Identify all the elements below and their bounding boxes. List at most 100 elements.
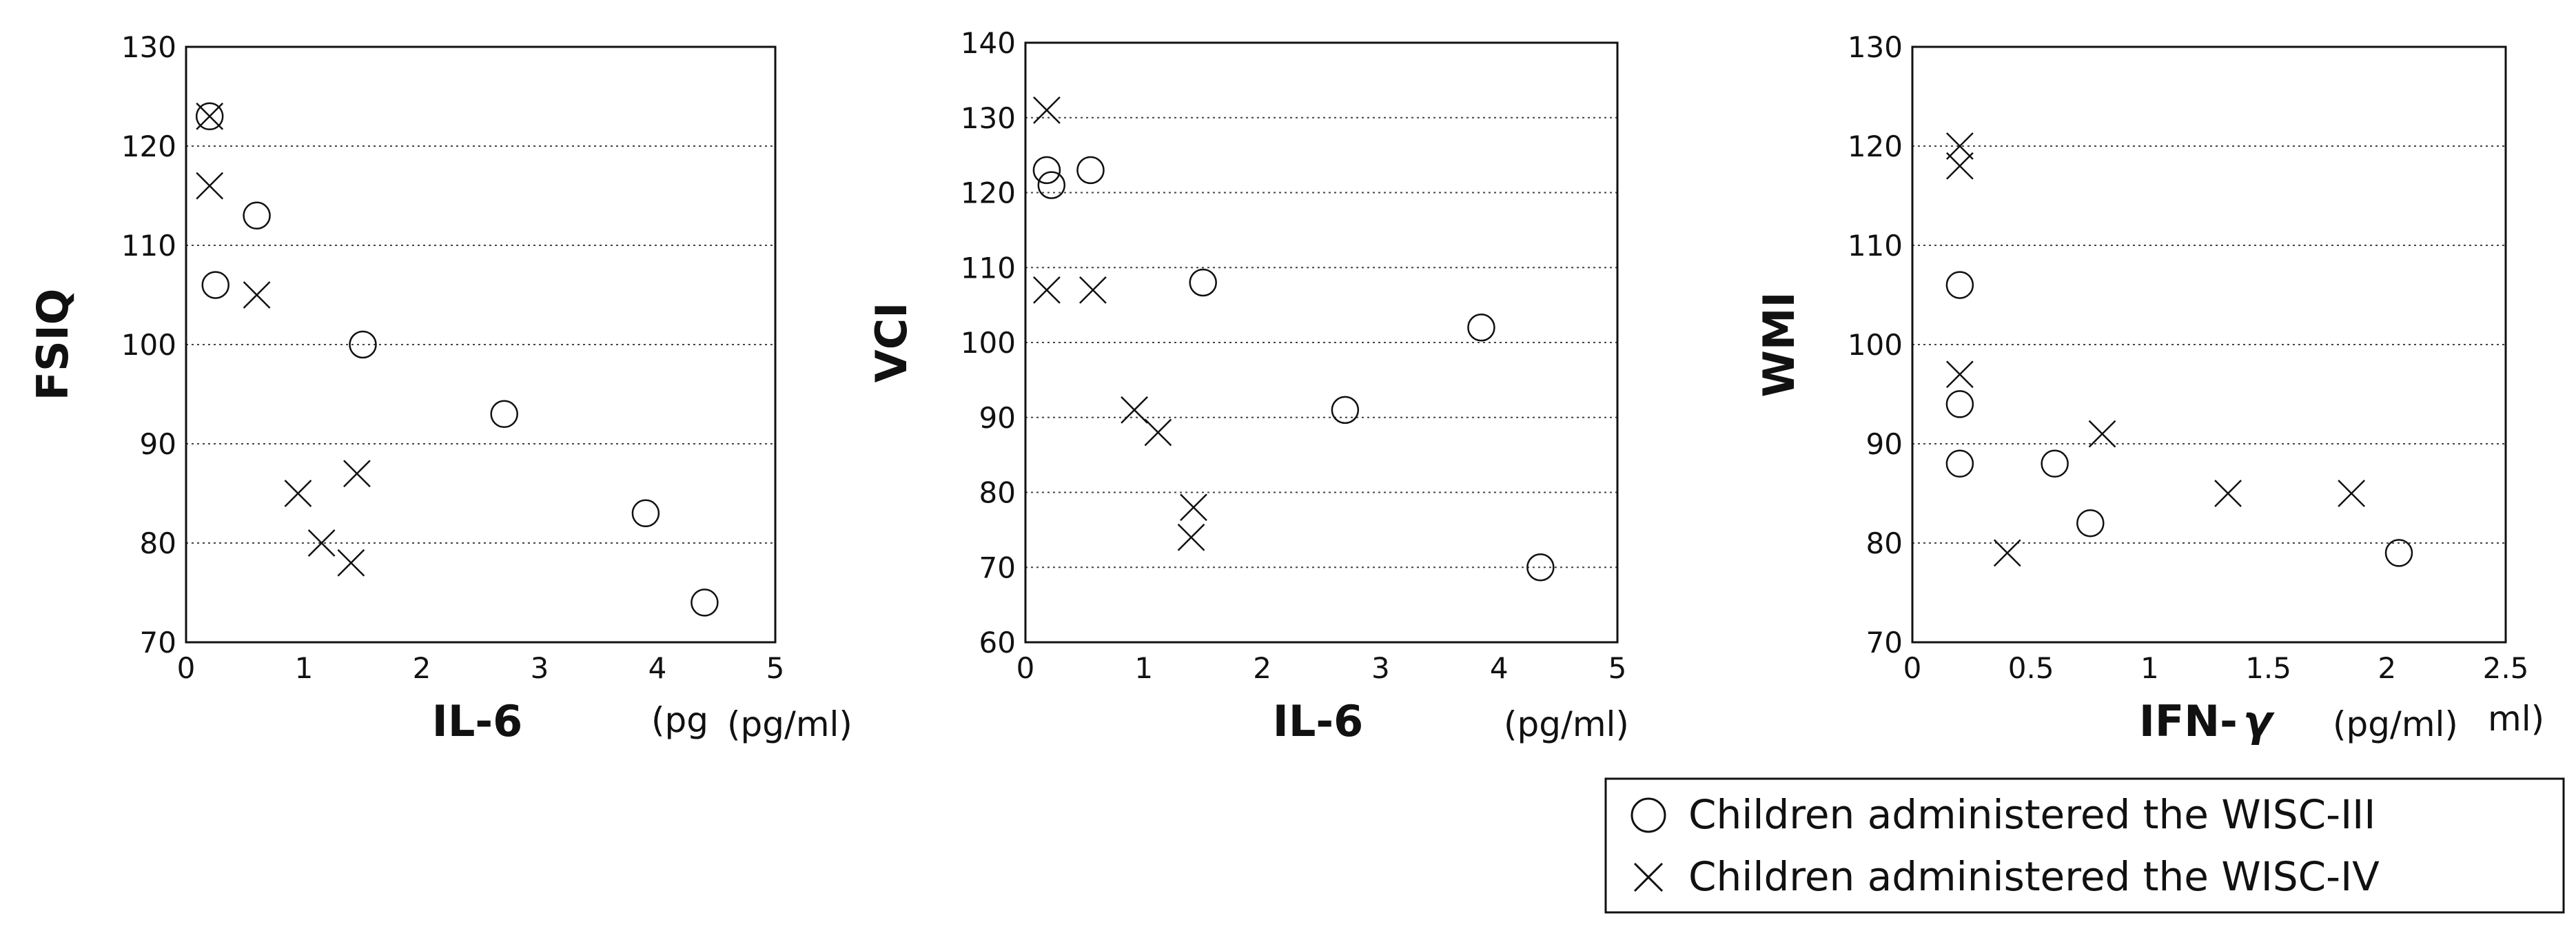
legend: Children administered the WISC-III Child… bbox=[1604, 777, 2565, 914]
panel-fsiq: 70 80 90 100 110 120 130 0 1 2 3 4 5 FSIQ IL-6 (pg (pg/m… bbox=[28, 30, 852, 746]
x-unit-label: (pg/ml) bbox=[2333, 704, 2458, 744]
data-point-cross bbox=[1945, 132, 1974, 160]
y-tick-label: 130 bbox=[961, 101, 1016, 135]
y-tick-label: 120 bbox=[961, 176, 1016, 210]
data-point-circle bbox=[1037, 171, 1066, 199]
data-point-cross bbox=[307, 529, 336, 557]
data-point-cross bbox=[1033, 276, 1061, 304]
x-tick-label: 1.5 bbox=[2245, 651, 2291, 685]
x-tick-label: 2 bbox=[1253, 651, 1271, 685]
data-point-cross bbox=[2088, 420, 2116, 448]
y-tick-label: 80 bbox=[140, 526, 176, 560]
data-point-circle bbox=[490, 400, 518, 429]
data-point-circle bbox=[1032, 156, 1061, 185]
data-point-cross bbox=[2214, 480, 2242, 507]
y-tick-label: 60 bbox=[979, 626, 1016, 659]
data-point-circle bbox=[1526, 553, 1555, 582]
data-point-circle bbox=[1331, 396, 1360, 424]
y-axis-label: FSIQ bbox=[28, 289, 78, 401]
y-tick-label: 100 bbox=[1848, 328, 1903, 362]
data-point-circle bbox=[1945, 390, 1974, 418]
y-tick-label: 140 bbox=[961, 26, 1016, 60]
x-tick-label: 3 bbox=[531, 651, 549, 685]
data-point-circle bbox=[349, 330, 377, 359]
y-tick-label: 90 bbox=[979, 401, 1016, 435]
y-tick-label: 70 bbox=[1866, 626, 1903, 659]
y-tick-label: 90 bbox=[140, 427, 176, 461]
panel-wmi: 70 80 90 100 110 120 130 0 0.5 1 1.5 2 2.5 WMI IFN-γ (p… bbox=[1754, 30, 2544, 746]
y-tick-label: 110 bbox=[961, 251, 1016, 285]
legend-label-wisc-iii: Children administered the WISC-III bbox=[1688, 791, 2375, 838]
data-point-circle bbox=[195, 102, 224, 131]
y-tick-label: 130 bbox=[1848, 30, 1903, 64]
data-point-cross bbox=[1177, 523, 1205, 551]
data-point-circle bbox=[1076, 156, 1105, 185]
data-point-circle bbox=[2384, 539, 2413, 567]
x-tick-label: 1 bbox=[1134, 651, 1153, 685]
data-point-circle bbox=[1945, 271, 1974, 299]
data-point-cross bbox=[1945, 360, 1974, 389]
legend-box bbox=[1604, 777, 2565, 914]
data-point-circle bbox=[201, 271, 229, 299]
x-tick-label: 0 bbox=[1903, 651, 1922, 685]
data-point-cross bbox=[2338, 480, 2366, 507]
data-point-cross bbox=[243, 281, 271, 309]
y-axis-label: VCI bbox=[866, 303, 917, 383]
y-tick-label: 130 bbox=[121, 30, 176, 64]
data-point-circle bbox=[691, 589, 719, 617]
y-tick-label: 90 bbox=[1866, 427, 1903, 461]
data-point-cross bbox=[1993, 539, 2021, 567]
data-point-cross bbox=[196, 102, 224, 130]
legend-cross-icon bbox=[1633, 862, 1664, 892]
plot-area bbox=[185, 45, 777, 644]
x-axis-label: IL-6 bbox=[432, 696, 522, 746]
y-tick-label: 100 bbox=[121, 328, 176, 362]
data-point-cross bbox=[343, 460, 371, 488]
data-point-cross bbox=[1033, 96, 1061, 124]
plot-area bbox=[1024, 41, 1619, 644]
x-unit-label: (pg/ml) bbox=[1504, 704, 1629, 744]
data-point-cross bbox=[1945, 152, 1974, 180]
data-point-cross bbox=[1144, 418, 1172, 447]
x-tick-label: 4 bbox=[1490, 651, 1509, 685]
x-tick-label: 2.5 bbox=[2483, 651, 2529, 685]
data-point-circle bbox=[1945, 449, 1974, 478]
data-point-circle bbox=[631, 499, 660, 528]
data-point-cross bbox=[284, 480, 312, 507]
panel-vci: 60 70 80 90 100 110 120 130 140 0 1 2 3 4 5 VCI IL-6 (pg/… bbox=[866, 26, 1629, 746]
x-tick-label: 5 bbox=[1608, 651, 1627, 685]
x-tick-label: 0.5 bbox=[2008, 651, 2054, 685]
y-tick-label: 70 bbox=[979, 551, 1016, 584]
x-unit-fragment: ml) bbox=[2488, 699, 2544, 739]
x-tick-label: 5 bbox=[766, 651, 785, 685]
y-tick-label: 100 bbox=[961, 326, 1016, 360]
x-tick-label: 2 bbox=[2378, 651, 2396, 685]
plot-area bbox=[1911, 45, 2507, 644]
y-tick-label: 80 bbox=[979, 476, 1016, 510]
x-unit-fragment: (pg bbox=[651, 700, 708, 740]
data-point-circle bbox=[243, 201, 271, 230]
x-tick-label: 0 bbox=[177, 651, 196, 685]
x-axis-label: IL-6 bbox=[1273, 696, 1363, 746]
x-tick-label: 0 bbox=[1016, 651, 1035, 685]
data-point-circle bbox=[1189, 268, 1217, 297]
legend-circle-icon bbox=[1631, 797, 1666, 833]
x-tick-label: 1 bbox=[2140, 651, 2159, 685]
data-point-circle bbox=[1467, 314, 1495, 342]
data-point-circle bbox=[2041, 449, 2069, 478]
x-tick-label: 1 bbox=[295, 651, 314, 685]
y-tick-label: 80 bbox=[1866, 526, 1903, 560]
data-point-cross bbox=[1121, 396, 1148, 424]
x-tick-label: 3 bbox=[1371, 651, 1390, 685]
y-tick-label: 110 bbox=[121, 229, 176, 263]
y-tick-label: 120 bbox=[121, 130, 176, 163]
y-tick-label: 120 bbox=[1848, 130, 1903, 163]
data-point-circle bbox=[2076, 509, 2105, 538]
legend-label-wisc-iv: Children administered the WISC-IV bbox=[1688, 853, 2380, 900]
x-axis-label: IFN-γ bbox=[2139, 696, 2275, 746]
data-point-cross bbox=[1180, 493, 1207, 522]
data-point-cross bbox=[337, 549, 365, 577]
y-axis-label: WMI bbox=[1754, 291, 1804, 397]
